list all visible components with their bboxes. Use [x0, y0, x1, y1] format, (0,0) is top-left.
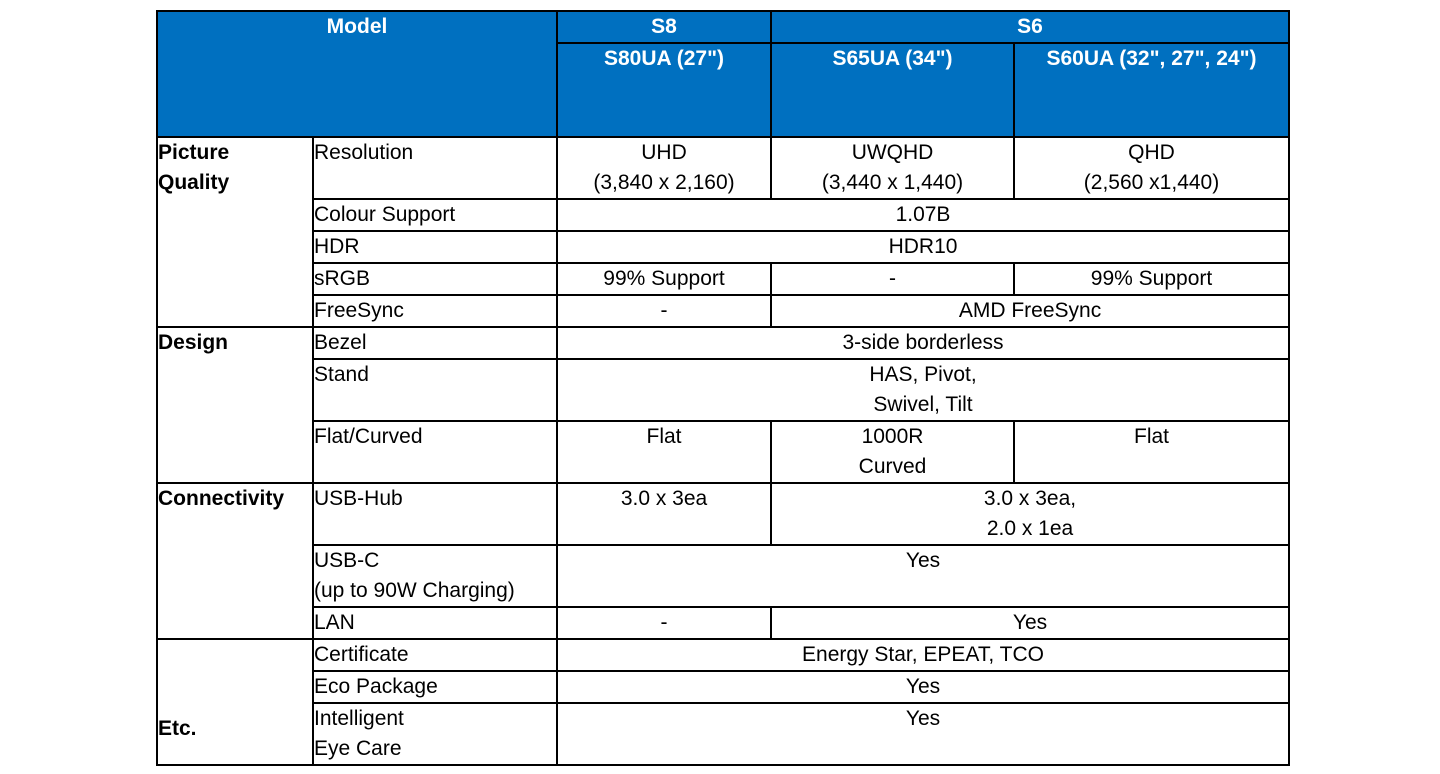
- category-picture-quality: Picture Quality: [156, 136, 314, 328]
- eco-package-row: Eco Package Yes: [157, 670, 1291, 704]
- model-header: Model: [155, 10, 559, 138]
- feature-label: Eco Package: [311, 670, 559, 704]
- stand-row: Stand HAS, Pivot, Swivel, Tilt: [157, 358, 1291, 422]
- intelligent-eye-care-row: Intelligent Eye Care Yes: [157, 702, 1291, 766]
- feature-label: FreeSync: [311, 294, 559, 328]
- feature-label: Bezel: [311, 326, 559, 360]
- usb-c-row: USB-C (up to 90W Charging) Yes: [157, 544, 1291, 608]
- freesync-s80ua-cell: -: [556, 294, 773, 328]
- feature-label: Stand: [311, 358, 559, 422]
- bezel-row: Design Bezel 3-side borderless: [156, 326, 1291, 484]
- series-s8-header: S8: [556, 10, 773, 44]
- lan-s80ua-cell: -: [556, 606, 773, 640]
- colour-support-row: Colour Support 1.07B: [157, 198, 1291, 232]
- srgb-s60ua-cell: 99% Support: [1013, 262, 1291, 296]
- feature-label: Resolution: [311, 136, 559, 200]
- flat-curved-s65ua-cell: 1000R Curved: [770, 420, 1016, 484]
- feature-label: Intelligent Eye Care: [311, 702, 559, 766]
- srgb-s80ua-cell: 99% Support: [556, 262, 773, 296]
- spec-table: Model S8 S6 S80UA (27") S65UA (34") S60U…: [155, 10, 1291, 766]
- feature-label: HDR: [311, 230, 559, 264]
- resolution-s80ua-cell: UHD (3,840 x 2,160): [556, 136, 773, 200]
- usb-hub-s80ua-cell: 3.0 x 3ea: [556, 482, 773, 546]
- certificate-value: Energy Star, EPEAT, TCO: [556, 638, 1291, 672]
- resolution-s60ua-cell: QHD (2,560 x1,440): [1013, 136, 1291, 200]
- feature-label: Flat/Curved: [311, 420, 559, 484]
- hdr-row: HDR HDR10: [157, 230, 1291, 264]
- header-series-row: Model S8 S6: [155, 10, 1291, 138]
- lan-s6-cell: Yes: [770, 606, 1291, 640]
- usb-hub-row: Connectivity USB-Hub 3.0 x 3ea 3.0 x 3ea…: [156, 482, 1291, 640]
- header-model-row: S80UA (27") S65UA (34") S60UA (32", 27",…: [157, 42, 1291, 138]
- flat-curved-s80ua-cell: Flat: [556, 420, 773, 484]
- feature-label: Certificate: [311, 638, 559, 672]
- freesync-s6-cell: AMD FreeSync: [770, 294, 1291, 328]
- resolution-s65ua-cell: UWQHD (3,440 x 1,440): [770, 136, 1016, 200]
- bezel-value: 3-side borderless: [556, 326, 1291, 360]
- feature-label: USB-Hub: [311, 482, 559, 546]
- model-s60ua-header: S60UA (32", 27", 24"): [1013, 42, 1291, 138]
- category-connectivity: Connectivity: [156, 482, 314, 640]
- feature-label: Colour Support: [311, 198, 559, 232]
- intelligent-eye-care-value: Yes: [556, 702, 1291, 766]
- usb-hub-s6-cell: 3.0 x 3ea, 2.0 x 1ea: [770, 482, 1291, 546]
- certificate-row: Etc. Certificate Energy Star, EPEAT, TCO: [156, 638, 1291, 766]
- model-s65ua-header: S65UA (34"): [770, 42, 1016, 138]
- resolution-row: Picture Quality Resolution UHD (3,840 x …: [156, 136, 1291, 328]
- flat-curved-row: Flat/Curved Flat 1000R Curved Flat: [157, 420, 1291, 484]
- srgb-row: sRGB 99% Support - 99% Support: [157, 262, 1291, 296]
- feature-label: USB-C (up to 90W Charging): [311, 544, 559, 608]
- hdr-value: HDR10: [556, 230, 1291, 264]
- series-s6-header: S6: [770, 10, 1291, 44]
- stand-value: HAS, Pivot, Swivel, Tilt: [556, 358, 1291, 422]
- flat-curved-s60ua-cell: Flat: [1013, 420, 1291, 484]
- freesync-row: FreeSync - AMD FreeSync: [157, 294, 1291, 328]
- category-design: Design: [156, 326, 314, 484]
- srgb-s65ua-cell: -: [770, 262, 1016, 296]
- feature-label: LAN: [311, 606, 559, 640]
- lan-row: LAN - Yes: [157, 606, 1291, 640]
- colour-support-value: 1.07B: [556, 198, 1291, 232]
- category-etc: Etc.: [156, 638, 314, 766]
- feature-label: sRGB: [311, 262, 559, 296]
- model-s80ua-header: S80UA (27"): [556, 42, 773, 138]
- eco-package-value: Yes: [556, 670, 1291, 704]
- usb-c-value: Yes: [556, 544, 1291, 608]
